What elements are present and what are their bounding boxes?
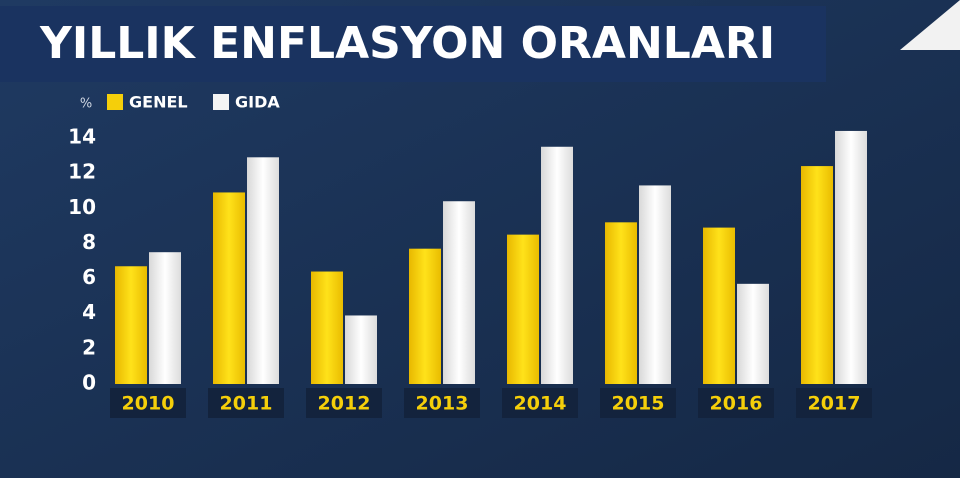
bar bbox=[115, 266, 147, 384]
chart-title: YILLIK ENFLASYON ORANLARI bbox=[39, 18, 775, 69]
corner-decoration bbox=[900, 0, 960, 50]
x-tick-label: 2013 bbox=[416, 393, 469, 415]
x-tick-label: 2011 bbox=[220, 393, 273, 415]
y-tick-label: 2 bbox=[82, 335, 96, 359]
category-box bbox=[796, 388, 872, 418]
x-tick-label: 2016 bbox=[710, 393, 763, 415]
bar bbox=[835, 130, 867, 384]
y-tick-label: 6 bbox=[82, 265, 96, 289]
bar bbox=[247, 157, 279, 384]
bar bbox=[311, 271, 343, 384]
title-banner bbox=[0, 6, 826, 82]
category-box bbox=[502, 388, 578, 418]
bar bbox=[409, 248, 441, 384]
y-tick-label: 14 bbox=[68, 124, 96, 148]
bar bbox=[703, 227, 735, 384]
category-box bbox=[698, 388, 774, 418]
y-tick-label: 12 bbox=[68, 160, 96, 184]
bar bbox=[443, 201, 475, 384]
legend-label: GENEL bbox=[129, 93, 188, 112]
bar bbox=[345, 315, 377, 384]
x-tick-label: 2014 bbox=[514, 393, 567, 415]
y-tick-label: 8 bbox=[82, 230, 96, 254]
x-tick-label: 2017 bbox=[808, 393, 861, 415]
x-tick-label: 2012 bbox=[318, 393, 371, 415]
y-tick-label: 0 bbox=[82, 371, 96, 395]
y-tick-label: 10 bbox=[68, 195, 96, 219]
y-tick-label: 4 bbox=[82, 300, 96, 324]
bar bbox=[639, 185, 671, 384]
bar bbox=[149, 252, 181, 384]
bar bbox=[213, 192, 245, 384]
category-box bbox=[600, 388, 676, 418]
x-tick-label: 2010 bbox=[122, 393, 175, 415]
category-box bbox=[208, 388, 284, 418]
bar bbox=[801, 166, 833, 384]
bar bbox=[507, 234, 539, 384]
category-box bbox=[306, 388, 382, 418]
legend-label: GIDA bbox=[235, 93, 280, 112]
bar bbox=[605, 222, 637, 384]
category-box bbox=[110, 388, 186, 418]
bar bbox=[737, 283, 769, 384]
y-axis-label: % bbox=[80, 97, 92, 112]
legend-swatch bbox=[213, 94, 229, 110]
category-box bbox=[404, 388, 480, 418]
x-tick-label: 2015 bbox=[612, 393, 665, 415]
legend-swatch bbox=[107, 94, 123, 110]
bar bbox=[541, 146, 573, 384]
